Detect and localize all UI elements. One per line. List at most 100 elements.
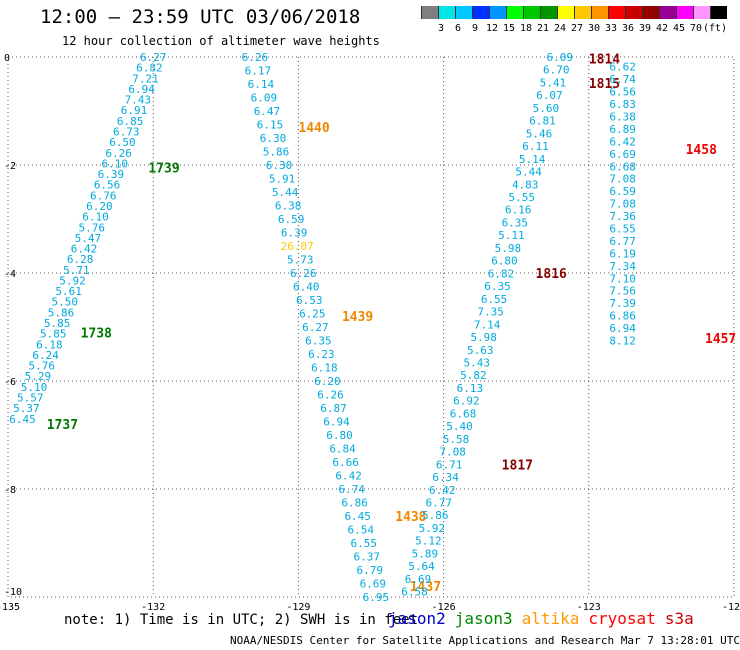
x-tick-label: -129 bbox=[286, 602, 310, 613]
track-jason3: 6.276.827.216.947.436.916.856.736.506.26… bbox=[9, 51, 179, 433]
color-swatch bbox=[540, 6, 557, 19]
swh-label: 6.13 bbox=[457, 382, 484, 395]
swh-label: 6.19 bbox=[609, 247, 636, 260]
swh-label: 5.63 bbox=[467, 344, 494, 357]
swh-label: 5.73 bbox=[287, 254, 314, 267]
swh-label: 6.23 bbox=[308, 348, 335, 361]
swh-label: 6.10 bbox=[82, 211, 109, 224]
swh-label: 6.58 bbox=[401, 586, 428, 599]
track-cryosat: 6.096.705.416.075.606.815.466.115.145.44… bbox=[401, 51, 620, 599]
swh-label: 5.86 bbox=[48, 306, 75, 319]
swh-label: 6.17 bbox=[245, 65, 272, 78]
swh-label: 6.69 bbox=[360, 578, 387, 591]
x-tick-label: -132 bbox=[141, 602, 165, 613]
swh-label: 5.76 bbox=[78, 221, 105, 234]
swh-label: 6.24 bbox=[32, 349, 59, 362]
swh-label: 6.55 bbox=[350, 537, 377, 550]
swh-label: 26.07 bbox=[281, 240, 314, 253]
x-tick-label: -126 bbox=[432, 602, 456, 613]
swh-label: 5.55 bbox=[508, 191, 535, 204]
swh-label: 6.47 bbox=[254, 105, 281, 118]
swh-label: 8.12 bbox=[609, 335, 636, 348]
color-legend-label: 42 bbox=[655, 23, 669, 34]
swh-label: 7.08 bbox=[609, 173, 636, 186]
footer-text: NOAA/NESDIS Center for Satellite Applica… bbox=[230, 634, 740, 647]
swh-label: 6.18 bbox=[311, 362, 338, 375]
color-swatch bbox=[642, 6, 659, 19]
x-tick-label: -120 bbox=[722, 602, 740, 613]
swh-label: 6.77 bbox=[426, 497, 453, 510]
color-legend-label: 30 bbox=[587, 23, 601, 34]
color-swatch bbox=[506, 6, 523, 19]
satellite-legend-jason3: jason3 bbox=[454, 609, 513, 628]
swh-label: 6.25 bbox=[299, 308, 326, 321]
swh-label: 6.85 bbox=[117, 115, 144, 128]
swh-label: 7.34 bbox=[609, 260, 636, 273]
swh-label: 6.71 bbox=[436, 458, 463, 471]
swh-label: 5.92 bbox=[59, 274, 86, 287]
color-swatch bbox=[489, 6, 506, 19]
swh-label: 4.83 bbox=[512, 178, 539, 191]
swh-label: 6.07 bbox=[536, 89, 563, 102]
color-legend-label: 21 bbox=[536, 23, 550, 34]
swh-label: 6.09 bbox=[251, 92, 278, 105]
swh-label: 7.08 bbox=[609, 198, 636, 211]
swh-label: 6.68 bbox=[450, 407, 477, 420]
swh-label: 6.89 bbox=[609, 123, 636, 136]
swh-label: 5.57 bbox=[17, 392, 44, 405]
swh-label: 6.38 bbox=[609, 110, 636, 123]
swh-label: 5.89 bbox=[412, 547, 439, 560]
swh-label: 6.92 bbox=[453, 395, 480, 408]
swh-label: 6.94 bbox=[323, 416, 350, 429]
swh-label: 7.39 bbox=[609, 297, 636, 310]
swh-label: 6.09 bbox=[547, 51, 574, 64]
swh-label: 5.85 bbox=[44, 317, 71, 330]
color-legend-label: 70 bbox=[689, 23, 703, 34]
color-legend-unit: (ft) bbox=[702, 23, 728, 34]
color-legend-label: 18 bbox=[519, 23, 533, 34]
swh-label: 6.26 bbox=[317, 389, 344, 402]
swh-label: 5.10 bbox=[21, 381, 48, 394]
swh-label: 6.40 bbox=[293, 281, 320, 294]
swh-label: 5.44 bbox=[272, 186, 299, 199]
swh-label: 6.86 bbox=[341, 497, 368, 510]
time-label: 1817 bbox=[502, 459, 533, 474]
swh-label: 6.11 bbox=[522, 140, 549, 153]
swh-label: 6.15 bbox=[257, 119, 284, 132]
swh-label: 6.82 bbox=[136, 62, 163, 75]
time-label: 1457 bbox=[705, 332, 736, 347]
swh-label: 6.30 bbox=[266, 159, 293, 172]
satellite-legend-s3a: s3a bbox=[664, 609, 694, 628]
color-swatch bbox=[659, 6, 676, 19]
time-label: 1815 bbox=[589, 77, 620, 92]
swh-label: 6.70 bbox=[543, 64, 570, 77]
color-swatch bbox=[591, 6, 608, 19]
swh-label: 7.08 bbox=[439, 446, 466, 459]
swh-label: 7.43 bbox=[125, 94, 152, 107]
swh-label: 6.38 bbox=[275, 200, 302, 213]
y-tick-label: -4 bbox=[4, 269, 16, 280]
color-swatch bbox=[472, 6, 489, 19]
swh-label: 6.55 bbox=[481, 293, 508, 306]
color-swatch bbox=[455, 6, 472, 19]
chart-subtitle: 12 hour collection of altimeter wave hei… bbox=[62, 34, 380, 48]
swh-label: 6.76 bbox=[90, 189, 117, 202]
swh-label: 6.39 bbox=[281, 227, 308, 240]
swh-label: 5.98 bbox=[470, 331, 497, 344]
swh-label: 6.69 bbox=[405, 573, 432, 586]
swh-label: 5.91 bbox=[269, 173, 296, 186]
color-swatch bbox=[625, 6, 642, 19]
swh-label: 6.30 bbox=[260, 132, 287, 145]
swh-label: 6.82 bbox=[488, 267, 515, 280]
swh-label: 6.77 bbox=[609, 235, 636, 248]
color-legend-label: 33 bbox=[604, 23, 618, 34]
swh-label: 5.41 bbox=[540, 76, 567, 89]
color-legend-label: 27 bbox=[570, 23, 584, 34]
swh-label: 6.87 bbox=[320, 402, 347, 415]
swh-label: 6.83 bbox=[609, 98, 636, 111]
color-swatch bbox=[523, 6, 540, 19]
swh-label: 6.26 bbox=[242, 51, 269, 64]
swh-label: 6.79 bbox=[357, 564, 384, 577]
